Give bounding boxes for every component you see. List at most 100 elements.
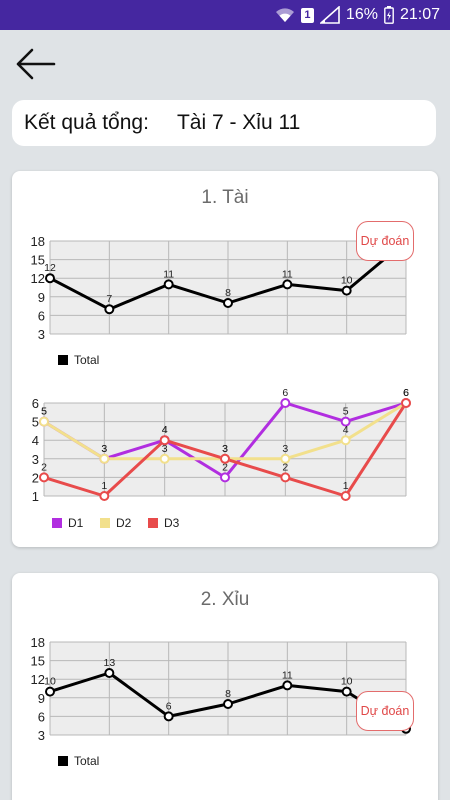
data-label: 10	[44, 676, 56, 688]
y-tick-label: 6	[38, 308, 45, 323]
y-tick-label: 9	[38, 691, 45, 706]
y-tick-label: 12	[31, 271, 45, 286]
data-label: 4	[162, 424, 168, 436]
data-label: 4	[343, 424, 349, 436]
back-button[interactable]	[14, 46, 56, 82]
status-bar: 1 16% 21:07	[0, 0, 450, 30]
data-label: 7	[106, 293, 112, 305]
y-tick-label: 6	[38, 709, 45, 724]
summary-value: Tài 7 - Xỉu 11	[176, 111, 301, 134]
data-label: 8	[225, 688, 231, 700]
data-point	[282, 680, 293, 691]
data-label: 6	[403, 387, 409, 399]
y-tick-label: 12	[31, 672, 45, 687]
data-label: 13	[103, 657, 115, 669]
data-label: 5	[41, 406, 47, 418]
data-label: 2	[282, 461, 288, 473]
battery-icon	[384, 6, 394, 24]
predict-button[interactable]: Dự đoán	[356, 221, 414, 261]
tai-card: 1. Tài 181512963127118111018Total6543215…	[12, 171, 438, 547]
data-point	[341, 285, 352, 296]
sim-icon: 1	[300, 7, 314, 23]
data-label: 3	[101, 443, 107, 455]
data-label: 6	[403, 387, 409, 399]
legend-swatch	[52, 518, 62, 528]
data-point	[223, 298, 233, 308]
y-tick-label: 9	[38, 290, 45, 305]
data-point	[104, 668, 115, 678]
y-tick-label: 1	[32, 489, 39, 504]
data-label: 1	[101, 480, 107, 492]
chart-total-tai: 181512963127118111018Total65432153426565…	[31, 225, 412, 530]
data-label: 2	[222, 461, 228, 473]
data-point	[341, 686, 352, 697]
data-label: 5	[41, 406, 47, 418]
data-label: 10	[341, 676, 353, 688]
legend-swatch	[148, 518, 158, 528]
xiu-card: 2. Xỉu 18151296310136811104Total Dự đoán	[12, 573, 438, 800]
card-title: 1. Tài	[201, 187, 249, 208]
data-label: 6	[282, 387, 288, 399]
legend-swatch	[58, 756, 68, 766]
clock: 21:07	[399, 6, 440, 23]
data-point	[163, 279, 174, 290]
data-label: 11	[282, 268, 293, 280]
data-label: 3	[101, 443, 107, 455]
legend-label: D2	[116, 516, 132, 530]
legend-swatch	[58, 355, 68, 365]
data-point	[340, 416, 351, 427]
data-point	[280, 453, 291, 464]
y-tick-label: 18	[31, 635, 45, 650]
data-point	[39, 416, 49, 427]
data-point	[401, 398, 411, 408]
data-label: 12	[44, 262, 56, 274]
data-point	[39, 472, 49, 483]
chart-plot: 181512963127118111018Total	[31, 225, 412, 367]
y-tick-label: 18	[31, 234, 45, 249]
data-point	[159, 435, 170, 446]
y-tick-label: 4	[32, 433, 39, 448]
data-label: 6	[403, 387, 409, 399]
y-tick-label: 3	[38, 327, 45, 342]
chart-plot: 18151296310136811104Total	[31, 635, 411, 768]
data-point	[280, 472, 291, 483]
data-point	[282, 279, 293, 290]
data-label: 1	[343, 480, 349, 492]
wifi-icon	[275, 8, 294, 22]
data-label: 3	[222, 443, 228, 455]
data-label: 3	[222, 443, 228, 455]
arrow-left-icon	[16, 48, 56, 80]
y-tick-label: 3	[32, 452, 39, 467]
data-point	[45, 273, 55, 284]
y-tick-label: 2	[32, 470, 39, 485]
data-label: 6	[166, 700, 172, 712]
data-point	[99, 453, 110, 464]
y-tick-label: 15	[31, 654, 45, 669]
legend-label: D1	[68, 516, 84, 530]
data-label: 8	[225, 287, 231, 299]
data-label: 10	[341, 275, 353, 287]
y-tick-label: 6	[32, 396, 39, 411]
data-point	[163, 711, 174, 722]
battery-percent: 16%	[345, 6, 378, 23]
data-point	[340, 435, 351, 446]
chart-total-xiu: 18151296310136811104Total	[31, 635, 411, 768]
data-label: 5	[343, 406, 349, 418]
y-tick-label: 15	[31, 253, 45, 268]
data-label: 2	[41, 461, 47, 473]
card-title: 2. Xỉu	[200, 589, 250, 610]
data-label: 3	[282, 443, 288, 455]
data-label: 3	[162, 443, 168, 455]
predict-button[interactable]: Dự đoán	[356, 691, 414, 731]
data-point	[280, 398, 291, 408]
data-point	[340, 491, 351, 501]
legend-label: D3	[164, 516, 180, 530]
data-point	[223, 699, 233, 709]
summary-bar: Kết quả tổng: Tài 7 - Xỉu 11	[12, 100, 436, 146]
data-point	[104, 304, 115, 315]
data-label: 4	[162, 424, 168, 436]
data-point	[220, 453, 230, 464]
data-point	[159, 453, 170, 464]
y-tick-label: 3	[38, 728, 45, 743]
